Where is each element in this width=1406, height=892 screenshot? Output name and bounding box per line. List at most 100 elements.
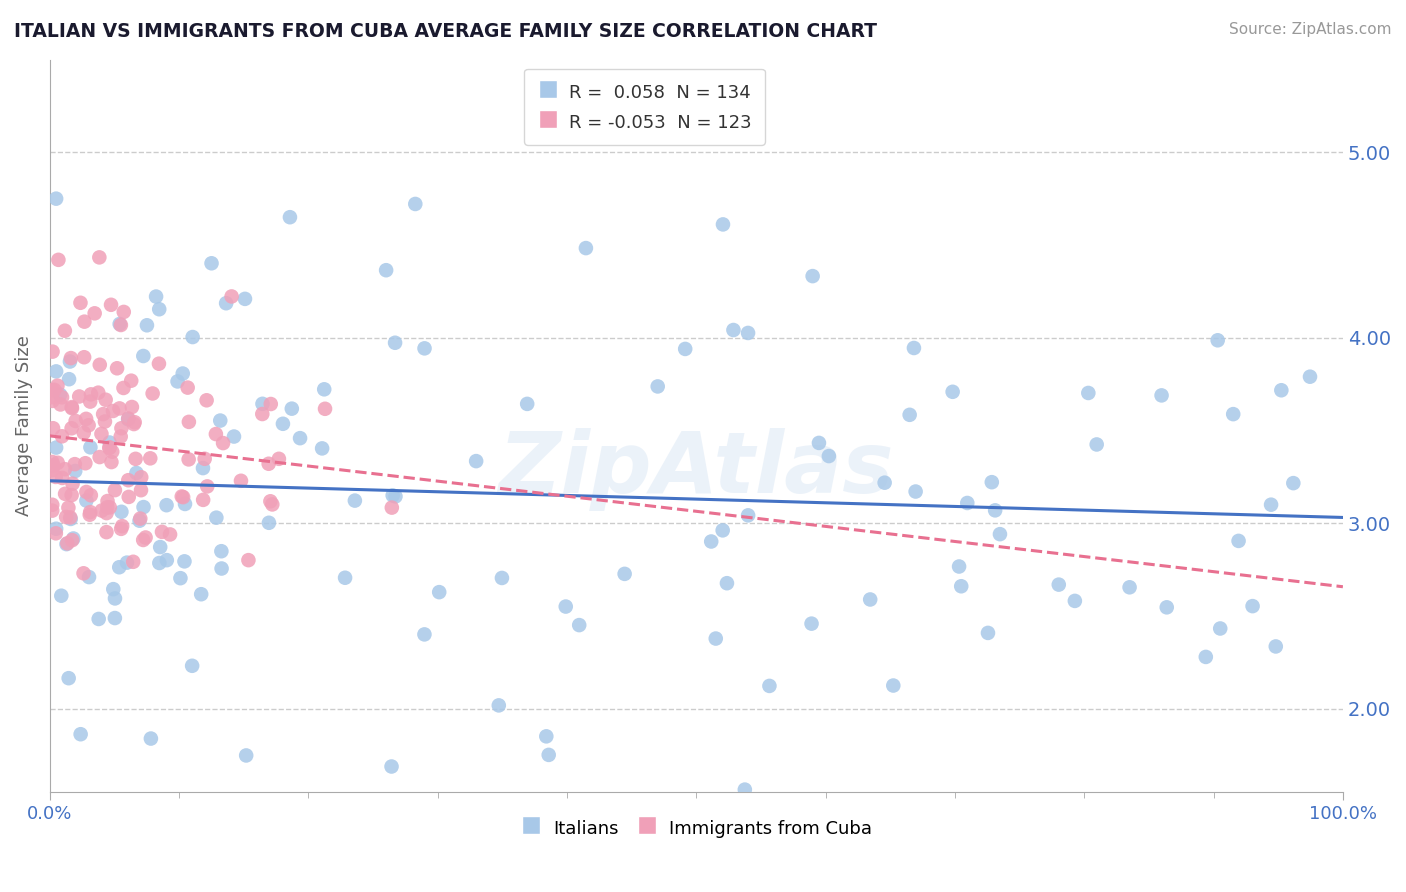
Point [129,483,152,498]
Point [41,455,63,469]
Point [413,627,436,641]
Point [903,341,925,355]
Point [343,493,366,508]
Point [44,383,66,397]
Point [1241,599,1264,614]
Point [132,349,155,363]
Point [132,533,155,547]
Point [149,540,172,554]
Point [758,679,780,693]
Point [117,473,139,487]
Point [257,457,280,471]
Point [465,454,488,468]
Point [135,531,157,545]
Point [90,503,112,517]
Point [194,451,217,466]
Point [177,452,200,467]
Point [139,451,162,466]
Point [49,387,72,401]
Point [124,415,146,429]
Point [51,390,73,404]
Text: Source: ZipAtlas.com: Source: ZipAtlas.com [1229,22,1392,37]
Point [801,269,824,284]
Point [87,612,110,626]
Point [60,401,83,416]
Point [172,367,194,381]
Point [156,553,179,567]
Point [96,494,118,508]
Point [859,592,882,607]
Point [700,534,723,549]
Point [177,415,200,429]
Point [75,485,97,500]
Point [516,397,538,411]
Point [56,536,79,550]
Point [98,435,121,450]
Point [117,412,139,426]
Point [41,344,63,359]
Point [1085,437,1108,451]
Point [45,522,67,536]
Point [704,632,727,646]
Point [77,570,100,584]
Point [104,611,127,625]
Point [65,414,87,428]
Point [1118,580,1140,594]
Point [977,626,1000,640]
Point [42,421,65,435]
Point [209,413,232,427]
Point [818,449,841,463]
Point [267,451,290,466]
Point [48,252,70,267]
Point [229,474,252,488]
Legend: Italians, Immigrants from Cuba: Italians, Immigrants from Cuba [513,810,879,846]
Point [221,289,243,303]
Point [170,490,193,504]
Point [120,374,142,388]
Point [711,218,734,232]
Point [60,400,83,414]
Point [100,298,122,312]
Point [73,425,96,440]
Point [288,431,311,445]
Point [1209,622,1232,636]
Point [115,556,138,570]
Point [110,522,132,536]
Point [55,510,77,524]
Point [311,442,333,456]
Point [212,436,235,450]
Point [49,397,72,411]
Point [1047,577,1070,591]
Point [807,436,830,450]
Point [104,591,127,606]
Point [205,427,228,442]
Point [100,455,122,469]
Point [110,429,132,443]
Point [60,421,83,435]
Point [1299,369,1322,384]
Point [215,296,238,310]
Point [94,415,117,429]
Point [380,759,402,773]
Point [58,372,80,386]
Point [381,488,404,502]
Point [488,698,510,713]
Point [46,378,69,392]
Point [155,498,177,512]
Point [191,492,214,507]
Point [427,585,450,599]
Point [136,318,159,333]
Point [79,440,101,454]
Point [536,729,558,743]
Point [60,533,83,548]
Point [53,462,76,476]
Point [129,511,152,525]
Point [252,397,274,411]
Point [75,456,97,470]
Point [166,375,188,389]
Point [174,497,197,511]
Point [404,197,426,211]
Point [42,458,65,473]
Point [69,295,91,310]
Point [948,559,970,574]
